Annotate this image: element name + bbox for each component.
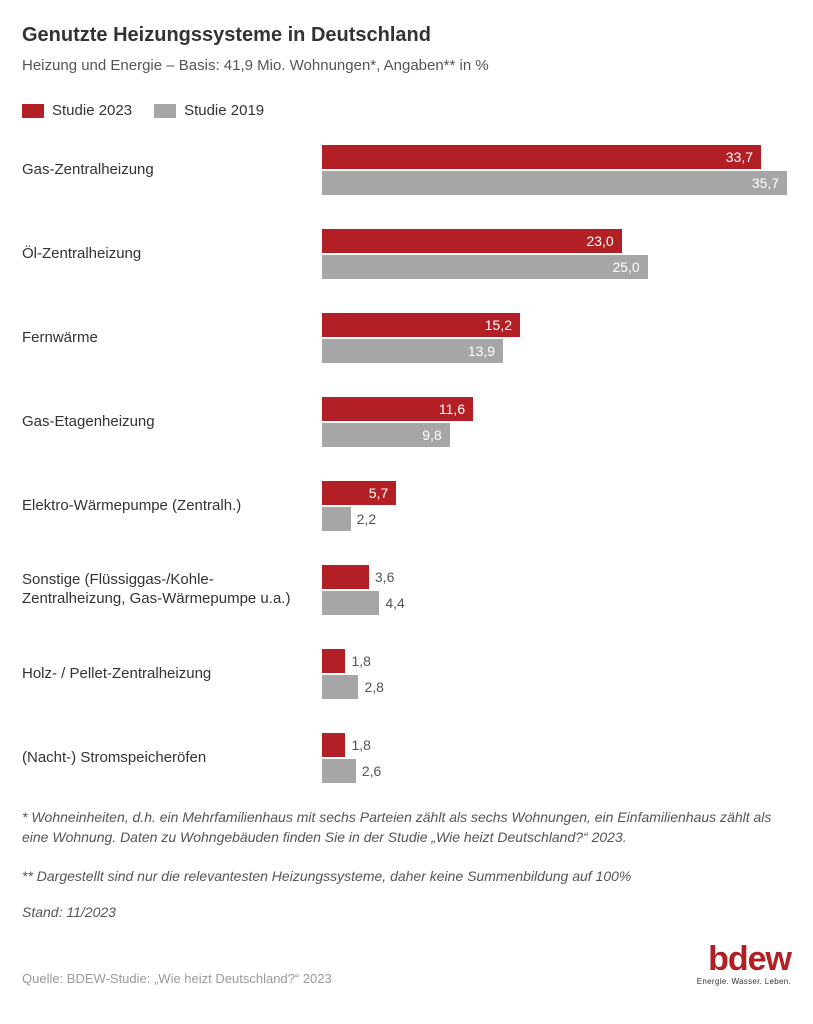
bar-line: 11,6 bbox=[322, 397, 791, 421]
category-label: (Nacht-) Stromspeicheröfen bbox=[22, 749, 322, 768]
footnotes: * Wohneinheiten, d.h. ein Mehrfamilienha… bbox=[22, 807, 791, 886]
chart-subtitle: Heizung und Energie – Basis: 41,9 Mio. W… bbox=[22, 57, 791, 74]
bar-group: 23,025,0 bbox=[322, 229, 791, 279]
bar: 15,2 bbox=[322, 313, 520, 337]
bar-value: 3,6 bbox=[375, 569, 394, 585]
bar bbox=[322, 733, 345, 757]
bar-line: 5,7 bbox=[322, 481, 791, 505]
chart-row: Holz- / Pellet-Zentralheizung 1,8 2,8 bbox=[22, 649, 791, 699]
bar-value: 2,2 bbox=[357, 511, 376, 527]
category-label: Gas-Etagenheizung bbox=[22, 413, 322, 432]
bar-line: 1,8 bbox=[322, 649, 791, 673]
bar-value: 2,6 bbox=[362, 763, 381, 779]
bar-group: 1,8 2,8 bbox=[322, 649, 791, 699]
bar-line: 4,4 bbox=[322, 591, 791, 615]
bar-line: 23,0 bbox=[322, 229, 791, 253]
bar: 25,0 bbox=[322, 255, 648, 279]
bar-group: 3,6 4,4 bbox=[322, 565, 791, 615]
bar-line: 33,7 bbox=[322, 145, 791, 169]
bar bbox=[322, 649, 345, 673]
bar-group: 1,8 2,6 bbox=[322, 733, 791, 783]
bar bbox=[322, 759, 356, 783]
bar-value: 1,8 bbox=[351, 737, 370, 753]
bar: 13,9 bbox=[322, 339, 503, 363]
bar-value: 4,4 bbox=[385, 595, 404, 611]
bar: 23,0 bbox=[322, 229, 622, 253]
bar-line: 15,2 bbox=[322, 313, 791, 337]
chart-row: Fernwärme15,213,9 bbox=[22, 313, 791, 363]
stand-date: Stand: 11/2023 bbox=[22, 904, 791, 920]
bar-line: 2,8 bbox=[322, 675, 791, 699]
category-label: Sonstige (Flüssiggas-/Kohle-Zentralheizu… bbox=[22, 571, 322, 609]
logo-main: bdew bbox=[697, 942, 791, 976]
bar-value: 1,8 bbox=[351, 653, 370, 669]
bar-line: 35,7 bbox=[322, 171, 791, 195]
footnote: ** Dargestellt sind nur die relevanteste… bbox=[22, 866, 791, 886]
bar: 33,7 bbox=[322, 145, 761, 169]
legend-item: Studie 2023 bbox=[22, 102, 132, 119]
category-label: Elektro-Wärmepumpe (Zentralh.) bbox=[22, 497, 322, 516]
legend-label: Studie 2023 bbox=[52, 102, 132, 119]
bar-value: 2,8 bbox=[364, 679, 383, 695]
category-label: Fernwärme bbox=[22, 329, 322, 348]
category-label: Öl-Zentralheizung bbox=[22, 245, 322, 264]
source-text: Quelle: BDEW-Studie: „Wie heizt Deutschl… bbox=[22, 971, 332, 986]
bar bbox=[322, 591, 379, 615]
bar-line: 2,2 bbox=[322, 507, 791, 531]
logo-tagline: Energie. Wasser. Leben. bbox=[697, 978, 791, 986]
bar-group: 5,72,2 bbox=[322, 481, 791, 531]
chart-row: Elektro-Wärmepumpe (Zentralh.)5,72,2 bbox=[22, 481, 791, 531]
bar bbox=[322, 565, 369, 589]
legend-swatch bbox=[154, 104, 176, 118]
chart-row: Gas-Etagenheizung11,69,8 bbox=[22, 397, 791, 447]
brand-logo: bdew Energie. Wasser. Leben. bbox=[697, 942, 791, 986]
bar-chart: Gas-Zentralheizung33,735,7 Öl-Zentralheiz… bbox=[22, 145, 791, 783]
footnote: * Wohneinheiten, d.h. ein Mehrfamilienha… bbox=[22, 807, 791, 848]
legend-swatch bbox=[22, 104, 44, 118]
category-label: Holz- / Pellet-Zentralheizung bbox=[22, 665, 322, 684]
bar bbox=[322, 507, 351, 531]
bar bbox=[322, 675, 358, 699]
bar-line: 13,9 bbox=[322, 339, 791, 363]
legend-label: Studie 2019 bbox=[184, 102, 264, 119]
chart-row: Öl-Zentralheizung23,025,0 bbox=[22, 229, 791, 279]
bar-line: 25,0 bbox=[322, 255, 791, 279]
bar: 11,6 bbox=[322, 397, 473, 421]
bar-line: 2,6 bbox=[322, 759, 791, 783]
bar: 5,7 bbox=[322, 481, 396, 505]
bar-line: 9,8 bbox=[322, 423, 791, 447]
chart-title: Genutzte Heizungssysteme in Deutschland bbox=[22, 24, 791, 47]
category-label: Gas-Zentralheizung bbox=[22, 161, 322, 180]
chart-row: (Nacht-) Stromspeicheröfen 1,8 2,6 bbox=[22, 733, 791, 783]
chart-row: Gas-Zentralheizung33,735,7 bbox=[22, 145, 791, 195]
chart-row: Sonstige (Flüssiggas-/Kohle-Zentralheizu… bbox=[22, 565, 791, 615]
legend: Studie 2023 Studie 2019 bbox=[22, 102, 791, 119]
bar-group: 15,213,9 bbox=[322, 313, 791, 363]
footer: Quelle: BDEW-Studie: „Wie heizt Deutschl… bbox=[22, 942, 791, 986]
legend-item: Studie 2019 bbox=[154, 102, 264, 119]
bar-line: 1,8 bbox=[322, 733, 791, 757]
bar-line: 3,6 bbox=[322, 565, 791, 589]
bar-group: 11,69,8 bbox=[322, 397, 791, 447]
bar-group: 33,735,7 bbox=[322, 145, 791, 195]
bar: 9,8 bbox=[322, 423, 450, 447]
bar: 35,7 bbox=[322, 171, 787, 195]
